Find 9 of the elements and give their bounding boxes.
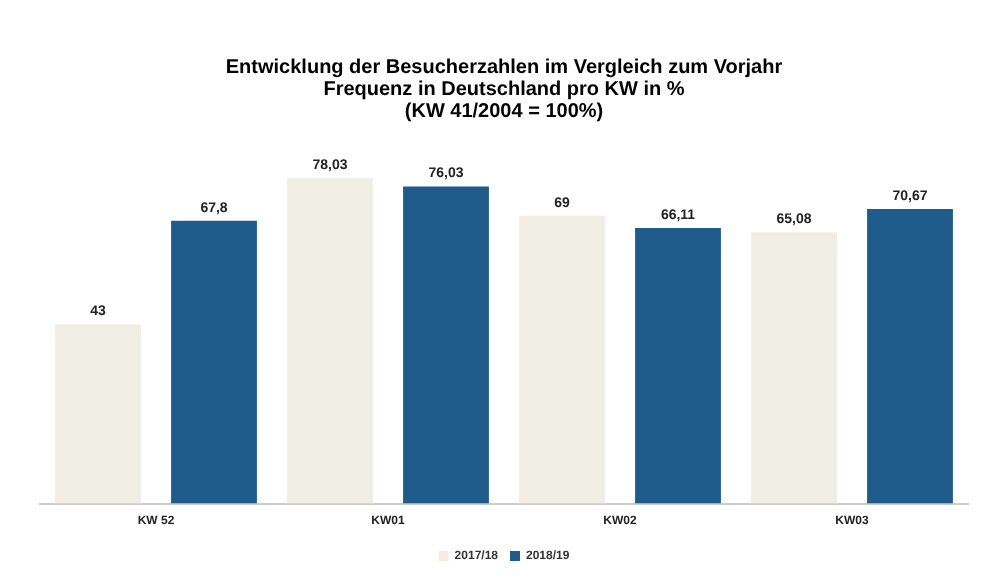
bar <box>751 232 837 504</box>
bar <box>635 227 721 504</box>
bar <box>171 220 257 504</box>
bar <box>55 324 141 504</box>
chart-title: Entwicklung der Besucherzahlen im Vergleich zum Vorjahr Frequenz in Deutschland pro KW in % (KW 41/2004 = 100%) <box>225 56 783 123</box>
bar <box>287 178 373 504</box>
bar <box>867 208 953 504</box>
bar <box>403 186 489 504</box>
bar <box>519 215 605 504</box>
